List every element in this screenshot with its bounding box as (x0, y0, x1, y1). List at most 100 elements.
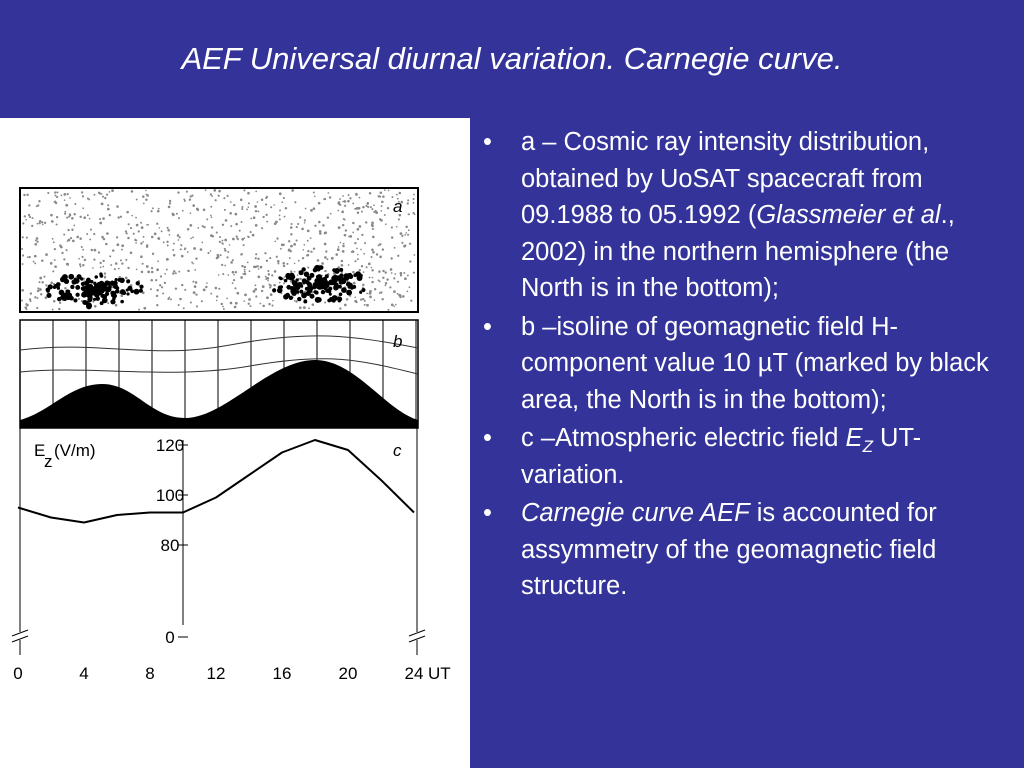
texture-dot (265, 195, 269, 198)
texture-dot (364, 242, 367, 245)
texture-dot (371, 248, 374, 252)
texture-dot (322, 279, 328, 285)
texture-dot (151, 252, 155, 255)
texture-dot (391, 196, 394, 199)
texture-dot (349, 197, 352, 200)
texture-dot (68, 213, 71, 216)
texture-dot (356, 227, 360, 231)
texture-dot (369, 290, 372, 293)
texture-dot (260, 198, 264, 202)
texture-dot (215, 295, 219, 298)
texture-dot (104, 291, 110, 296)
texture-dot (318, 230, 322, 233)
texture-dot (58, 307, 61, 311)
texture-dot (358, 269, 361, 272)
texture-dot (166, 258, 169, 261)
texture-dot (255, 295, 258, 298)
texture-dot (109, 255, 112, 258)
texture-dot (267, 273, 271, 276)
texture-dot (189, 224, 193, 227)
texture-dot (177, 217, 180, 220)
texture-dot (344, 229, 348, 232)
texture-dot (203, 225, 206, 229)
texture-dot (65, 289, 70, 294)
texture-dot (290, 244, 293, 248)
texture-dot (185, 190, 188, 193)
y-tick-label: 100 (156, 486, 184, 505)
texture-dot (326, 216, 330, 219)
texture-dot (297, 259, 300, 262)
texture-dot (303, 299, 308, 304)
texture-dot (241, 264, 244, 268)
texture-dot (232, 279, 236, 282)
texture-dot (354, 296, 357, 299)
texture-dot (371, 208, 374, 211)
texture-dot (243, 237, 246, 239)
texture-dot (121, 244, 125, 248)
texture-dot (221, 239, 224, 242)
texture-dot (278, 218, 281, 221)
texture-dot (73, 298, 78, 303)
texture-dot (325, 250, 328, 253)
texture-dot (384, 282, 388, 285)
texture-dot (399, 271, 403, 275)
texture-dot (74, 203, 77, 206)
texture-dot (97, 191, 101, 194)
texture-dot (295, 278, 299, 282)
texture-dot (324, 301, 327, 304)
texture-dot (409, 260, 412, 263)
texture-dot (101, 235, 104, 239)
texture-dot (299, 289, 304, 294)
texture-dot (232, 237, 235, 241)
texture-dot (93, 304, 97, 308)
texture-dot (248, 298, 251, 301)
texture-dot (401, 241, 404, 244)
texture-dot (340, 263, 344, 267)
texture-dot (180, 254, 184, 258)
texture-dot (359, 290, 363, 294)
texture-dot (110, 292, 117, 298)
texture-dot (65, 203, 69, 207)
texture-dot (354, 207, 357, 210)
texture-dot (227, 274, 230, 276)
texture-dot (343, 233, 347, 237)
figure: a b c E z (V/m) UT 0 80 100 120 0 4 8 12 16 20 24 (0, 118, 470, 768)
texture-dot (23, 193, 26, 197)
texture-dot (261, 227, 264, 230)
bullet-text: E (845, 424, 863, 452)
texture-dot (277, 262, 280, 265)
y-axis-label: E (34, 441, 45, 460)
texture-dot (253, 265, 256, 269)
texture-dot (54, 194, 57, 197)
texture-dot (358, 196, 361, 199)
texture-dot (370, 223, 374, 227)
texture-dot (107, 207, 110, 211)
texture-dot (266, 296, 269, 300)
texture-dot (340, 279, 347, 285)
texture-dot (249, 305, 252, 308)
texture-dot (307, 249, 310, 253)
texture-dot (379, 191, 383, 195)
texture-dot (331, 295, 336, 300)
texture-dot (242, 273, 245, 275)
texture-dot (278, 281, 281, 284)
texture-dot (162, 292, 165, 295)
texture-dot (156, 289, 159, 292)
texture-dot (241, 207, 244, 211)
texture-dot (156, 222, 159, 225)
texture-dot (69, 197, 71, 199)
texture-dot (276, 237, 279, 240)
texture-dot (150, 278, 154, 282)
texture-dot (195, 207, 199, 211)
texture-dot (38, 220, 42, 223)
texture-dot (347, 194, 350, 197)
texture-dot (92, 288, 96, 293)
texture-dot (377, 244, 380, 247)
texture-dot (224, 249, 227, 252)
texture-dot (352, 231, 355, 234)
texture-dot (179, 297, 182, 301)
texture-dot (278, 192, 282, 196)
texture-dot (382, 195, 385, 198)
texture-dot (181, 283, 184, 287)
texture-dot (369, 295, 372, 299)
